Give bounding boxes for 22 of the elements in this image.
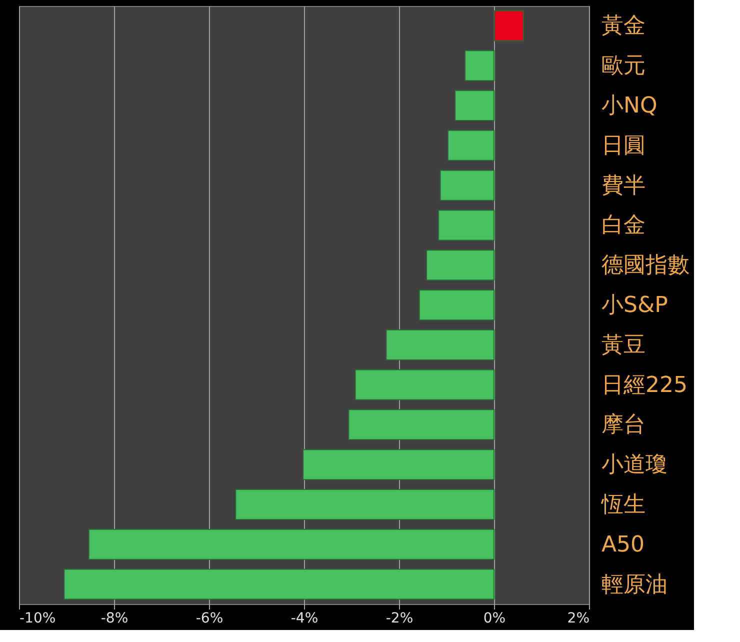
y-tick-label: 小S&P xyxy=(602,293,668,318)
y-tick-label: 費半 xyxy=(602,173,646,198)
x-tick-label: -2% xyxy=(386,610,414,626)
y-tick-label: 白金 xyxy=(602,213,646,238)
y-tick-label: 輕原油 xyxy=(602,572,668,598)
x-tick-label: -4% xyxy=(290,610,318,626)
y-tick-label: A50 xyxy=(602,532,645,558)
x-tick-label: -8% xyxy=(100,610,128,626)
y-tick-label: 小道瓊 xyxy=(602,452,668,478)
y-tick-label: 日圓 xyxy=(602,133,646,158)
y-tick-label: 小NQ xyxy=(602,94,658,119)
y-tick-label: 摩台 xyxy=(602,412,646,438)
x-tick-label: -6% xyxy=(196,610,224,626)
y-tick-label: 恆生 xyxy=(600,492,646,518)
y-tick-label: 德國指數 xyxy=(602,253,690,278)
y-tick-label: 日經225 xyxy=(602,372,688,398)
x-tick-label: -10% xyxy=(20,610,56,626)
y-tick-label: 歐元 xyxy=(602,54,646,79)
y-tick-label: 黃金 xyxy=(602,14,646,39)
x-tick-label: 2% xyxy=(567,610,590,626)
x-tick-label: 0% xyxy=(483,610,506,626)
y-tick-label: 黃豆 xyxy=(602,332,646,358)
